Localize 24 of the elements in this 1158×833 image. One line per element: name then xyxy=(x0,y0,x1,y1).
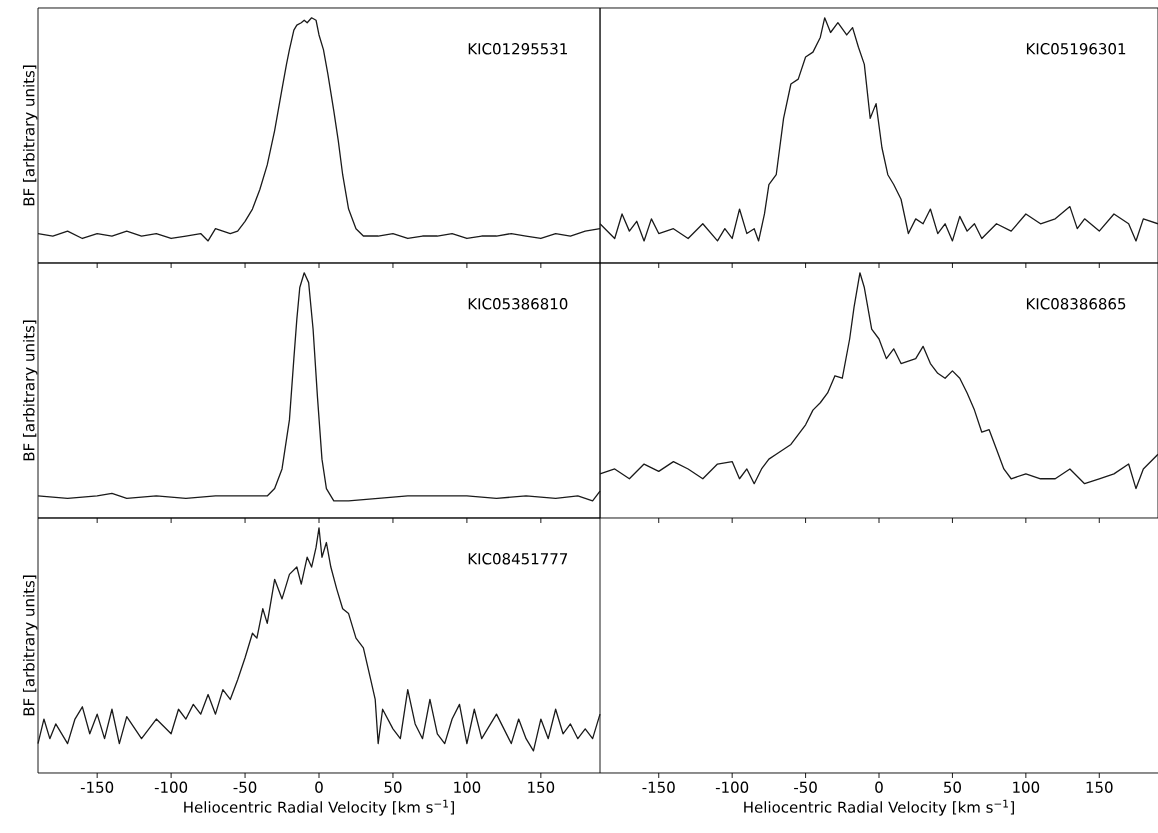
x-tick-label: 150 xyxy=(1086,781,1113,793)
x-tick-label: 100 xyxy=(1013,781,1040,793)
y-axis-title: BF [arbitrary units] xyxy=(22,575,38,716)
x-tick-label: 0 xyxy=(875,781,883,793)
x-tick-label: 100 xyxy=(454,781,481,793)
x-tick-label: 50 xyxy=(944,781,961,793)
annotation: KIC08451777 xyxy=(468,553,568,565)
x-axis-title: Heliocentric Radial Velocity [km s$^{−1}$] xyxy=(744,799,1014,816)
x-tick-label: -50 xyxy=(233,781,257,793)
x-tick-label: -100 xyxy=(715,781,749,793)
x-tick-label: -100 xyxy=(154,781,188,793)
x-tick-label: -50 xyxy=(794,781,817,793)
annotation: KIC05386810 xyxy=(468,298,568,310)
annotation: KIC01295531 xyxy=(468,43,567,55)
x-tick-label: 50 xyxy=(384,781,402,793)
x-tick-label: 150 xyxy=(528,781,555,793)
y-axis-title: BF [arbitrary units] xyxy=(22,320,38,461)
annotation: KIC05196301 xyxy=(1026,43,1126,55)
x-axis-title: Heliocentric Radial Velocity [km s$^{−1}$] xyxy=(184,799,454,816)
x-tick-label: -150 xyxy=(80,781,114,793)
y-axis-title: BF [arbitrary units] xyxy=(22,65,38,206)
annotation: KIC08386865 xyxy=(1026,298,1126,310)
x-tick-label: 0 xyxy=(315,781,323,793)
x-tick-label: -150 xyxy=(642,781,675,793)
